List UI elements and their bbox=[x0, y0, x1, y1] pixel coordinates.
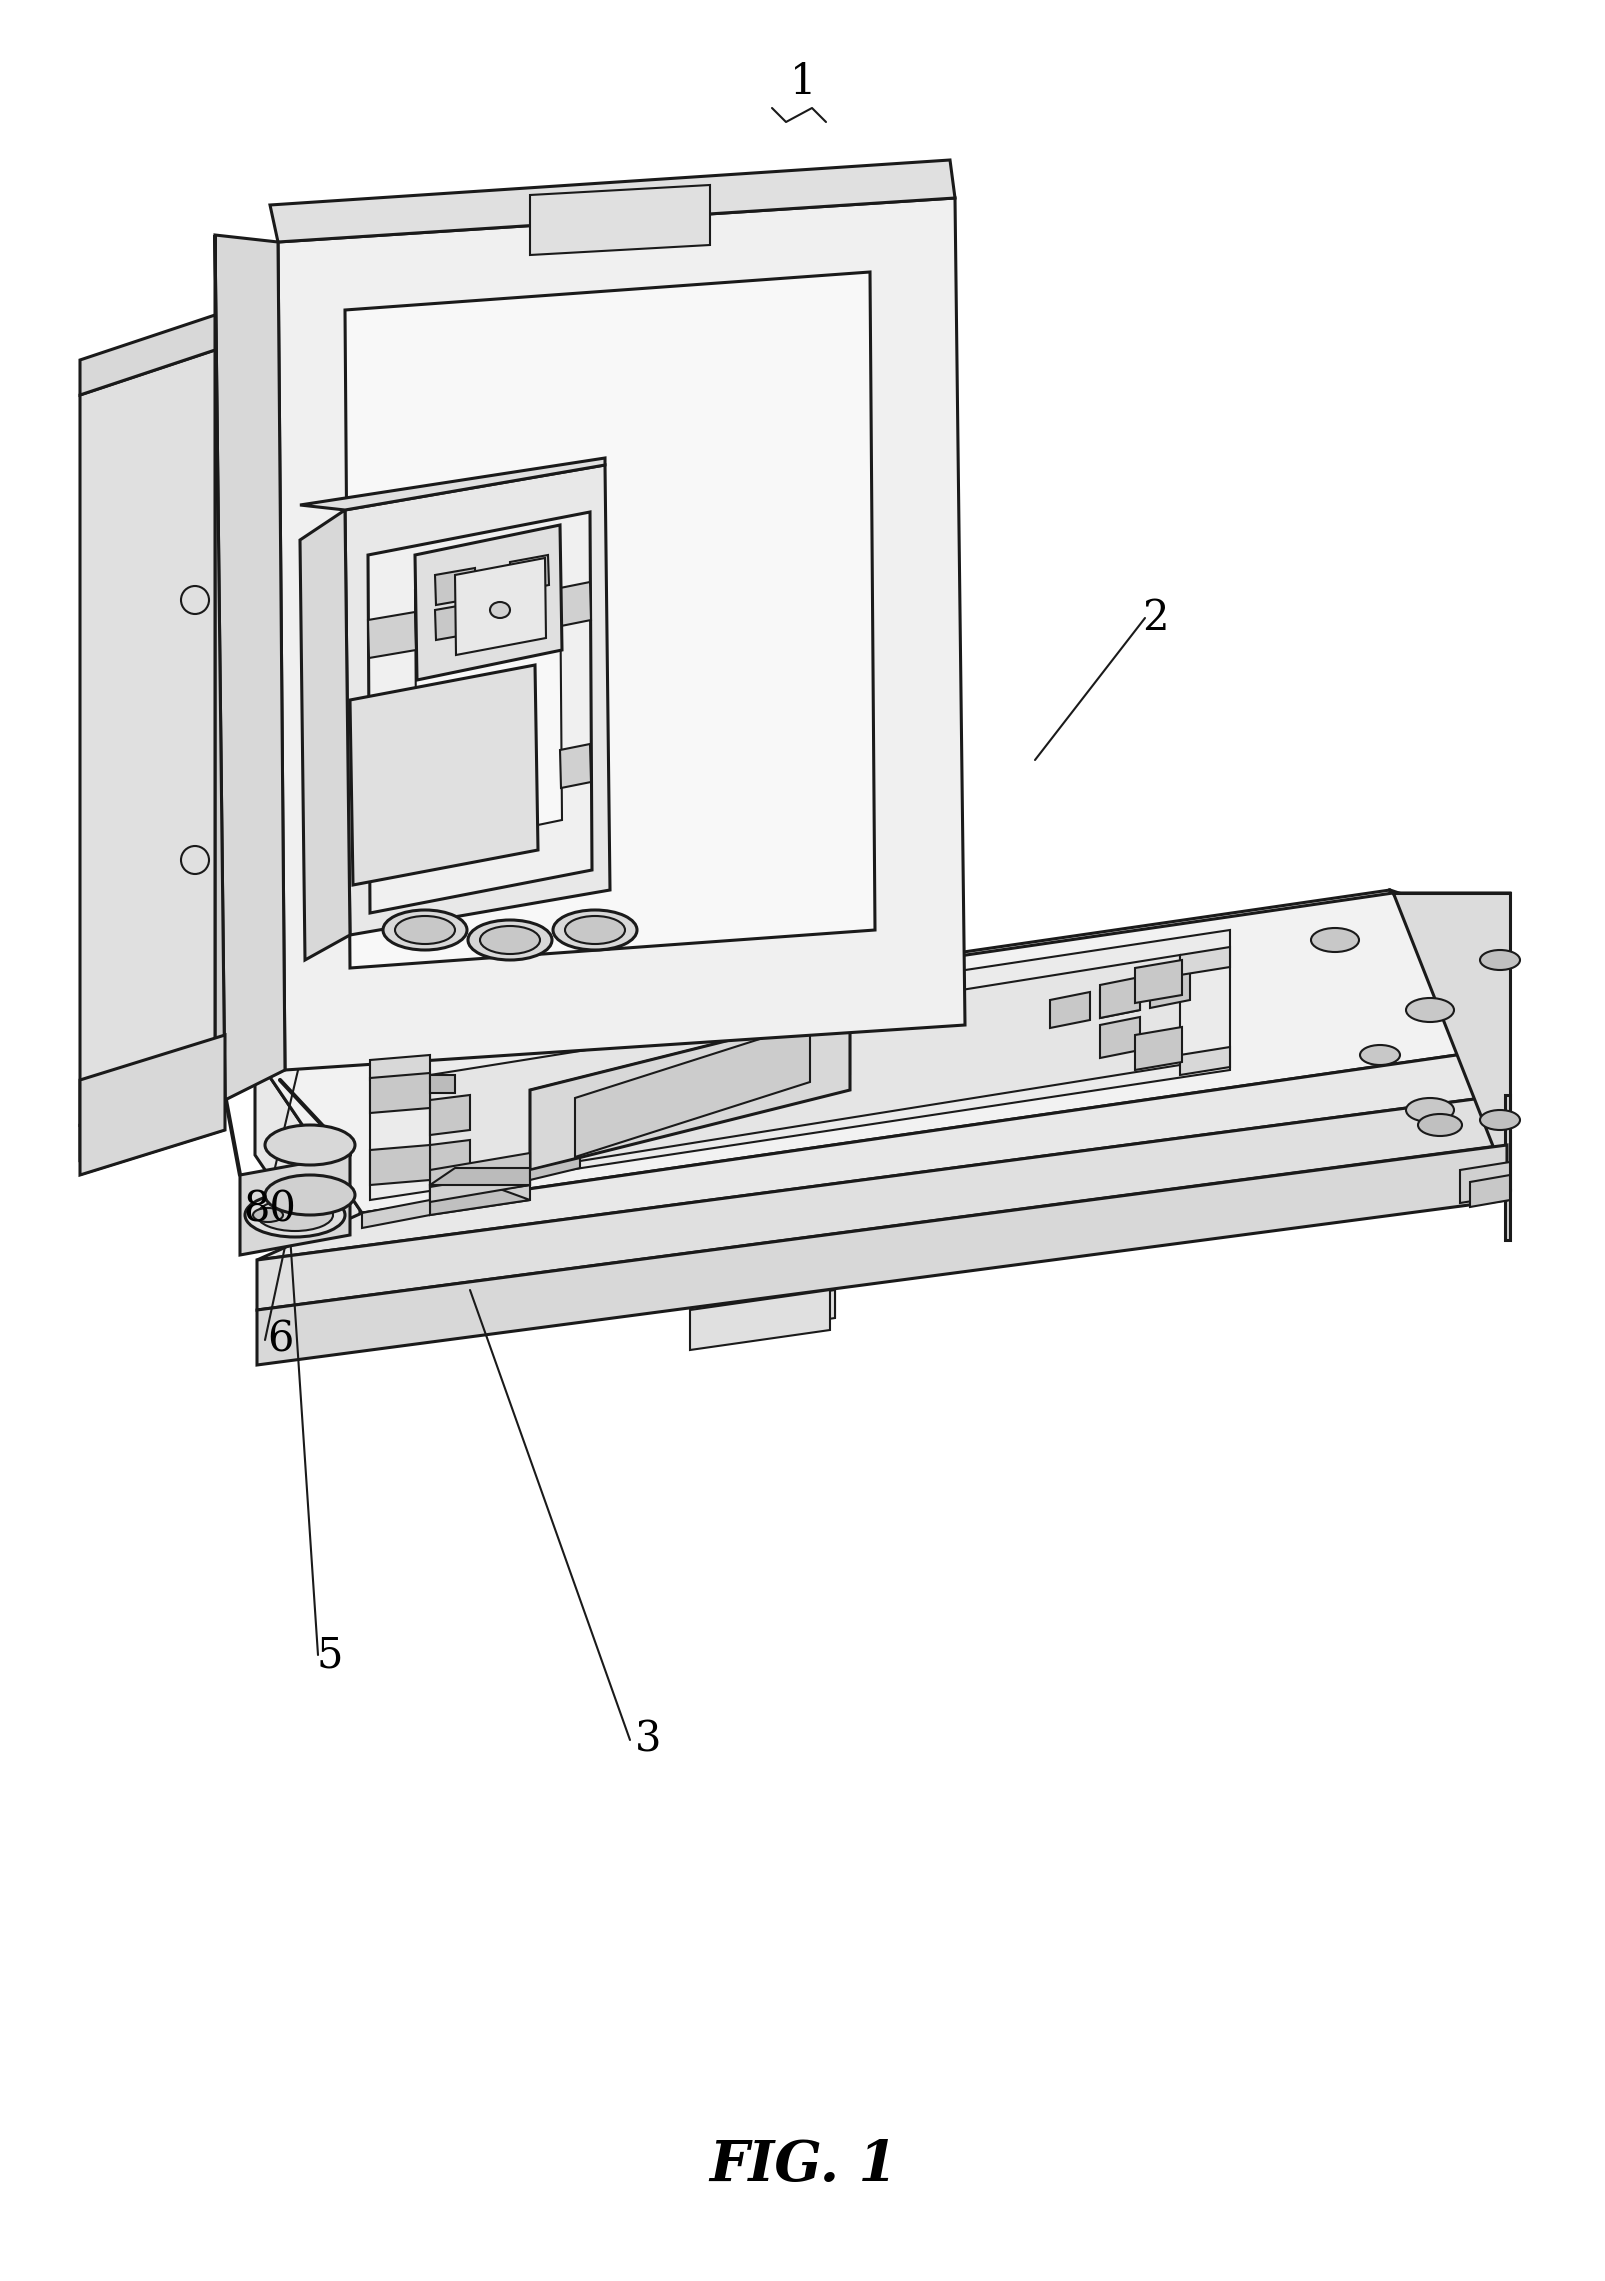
Polygon shape bbox=[430, 1074, 454, 1093]
Polygon shape bbox=[1135, 960, 1181, 1004]
Polygon shape bbox=[369, 1145, 430, 1186]
Polygon shape bbox=[1135, 1026, 1181, 1070]
Ellipse shape bbox=[1359, 1045, 1400, 1065]
Ellipse shape bbox=[292, 1156, 327, 1175]
Polygon shape bbox=[255, 1056, 360, 1309]
Polygon shape bbox=[1504, 1095, 1509, 1191]
Polygon shape bbox=[215, 235, 284, 1099]
Ellipse shape bbox=[395, 917, 454, 944]
Polygon shape bbox=[368, 611, 416, 657]
Polygon shape bbox=[414, 525, 562, 680]
Polygon shape bbox=[430, 1095, 470, 1136]
Polygon shape bbox=[350, 666, 538, 885]
Polygon shape bbox=[1099, 1017, 1140, 1058]
Ellipse shape bbox=[467, 919, 552, 960]
Polygon shape bbox=[1099, 983, 1140, 1017]
Ellipse shape bbox=[265, 1125, 355, 1166]
Polygon shape bbox=[80, 349, 215, 1125]
Polygon shape bbox=[430, 1140, 470, 1179]
Ellipse shape bbox=[385, 1079, 425, 1097]
Polygon shape bbox=[300, 511, 350, 960]
Polygon shape bbox=[1099, 976, 1140, 1017]
Polygon shape bbox=[1149, 972, 1189, 1008]
Polygon shape bbox=[257, 1145, 1505, 1364]
Polygon shape bbox=[369, 931, 1229, 1200]
Polygon shape bbox=[278, 198, 965, 1070]
Ellipse shape bbox=[490, 602, 510, 618]
Text: 5: 5 bbox=[316, 1633, 343, 1677]
Polygon shape bbox=[1180, 947, 1229, 974]
Ellipse shape bbox=[1480, 1111, 1518, 1129]
Ellipse shape bbox=[254, 1209, 282, 1223]
Polygon shape bbox=[430, 1179, 530, 1216]
Polygon shape bbox=[1390, 890, 1509, 1179]
Polygon shape bbox=[369, 1056, 430, 1079]
Polygon shape bbox=[700, 1291, 835, 1339]
Polygon shape bbox=[430, 1152, 530, 1186]
Polygon shape bbox=[414, 561, 562, 851]
Polygon shape bbox=[300, 458, 605, 511]
Ellipse shape bbox=[1417, 1113, 1461, 1136]
Polygon shape bbox=[1459, 1161, 1509, 1202]
Ellipse shape bbox=[265, 1175, 355, 1216]
Ellipse shape bbox=[480, 926, 539, 953]
Polygon shape bbox=[257, 892, 1504, 1213]
Polygon shape bbox=[368, 511, 592, 912]
Polygon shape bbox=[255, 890, 1499, 1209]
Polygon shape bbox=[575, 1022, 809, 1156]
Polygon shape bbox=[80, 315, 215, 395]
Polygon shape bbox=[1392, 892, 1509, 1191]
Polygon shape bbox=[1392, 892, 1509, 1191]
Polygon shape bbox=[215, 235, 225, 1099]
Ellipse shape bbox=[181, 846, 209, 874]
Ellipse shape bbox=[257, 1200, 332, 1232]
Polygon shape bbox=[345, 271, 875, 967]
Polygon shape bbox=[257, 1047, 1504, 1259]
Polygon shape bbox=[239, 1154, 350, 1255]
Polygon shape bbox=[430, 956, 1180, 1186]
Ellipse shape bbox=[565, 917, 624, 944]
Ellipse shape bbox=[1480, 949, 1518, 969]
Polygon shape bbox=[345, 465, 610, 935]
Polygon shape bbox=[1469, 1175, 1509, 1207]
Polygon shape bbox=[530, 185, 709, 255]
Polygon shape bbox=[454, 559, 546, 655]
Polygon shape bbox=[80, 1036, 225, 1175]
Polygon shape bbox=[510, 554, 549, 593]
Text: 3: 3 bbox=[634, 1720, 661, 1761]
Ellipse shape bbox=[246, 1193, 345, 1236]
Polygon shape bbox=[369, 1072, 430, 1113]
Ellipse shape bbox=[1404, 999, 1453, 1022]
Polygon shape bbox=[690, 1291, 830, 1350]
Text: 2: 2 bbox=[1141, 598, 1167, 639]
Polygon shape bbox=[1504, 1191, 1509, 1241]
Polygon shape bbox=[430, 1170, 530, 1216]
Polygon shape bbox=[530, 1159, 579, 1179]
Text: 1: 1 bbox=[790, 62, 815, 103]
Polygon shape bbox=[435, 568, 475, 604]
Polygon shape bbox=[270, 160, 955, 242]
Text: 6: 6 bbox=[266, 1318, 294, 1362]
Polygon shape bbox=[560, 582, 591, 625]
Polygon shape bbox=[1050, 992, 1090, 1029]
Polygon shape bbox=[368, 771, 416, 819]
Polygon shape bbox=[80, 1079, 225, 1161]
Text: 80: 80 bbox=[244, 1188, 297, 1232]
Ellipse shape bbox=[279, 1136, 319, 1154]
Polygon shape bbox=[560, 744, 591, 787]
Ellipse shape bbox=[181, 586, 209, 614]
Ellipse shape bbox=[1404, 1097, 1453, 1122]
Polygon shape bbox=[435, 602, 475, 641]
Polygon shape bbox=[257, 1095, 1504, 1309]
Text: FIG. 1: FIG. 1 bbox=[708, 2137, 897, 2192]
Ellipse shape bbox=[1310, 928, 1358, 951]
Ellipse shape bbox=[382, 910, 467, 949]
Polygon shape bbox=[361, 1200, 430, 1227]
Polygon shape bbox=[430, 1170, 530, 1200]
Polygon shape bbox=[530, 1010, 849, 1170]
Polygon shape bbox=[1180, 1047, 1229, 1074]
Polygon shape bbox=[430, 1168, 530, 1202]
Ellipse shape bbox=[552, 910, 637, 949]
Polygon shape bbox=[430, 1168, 530, 1186]
